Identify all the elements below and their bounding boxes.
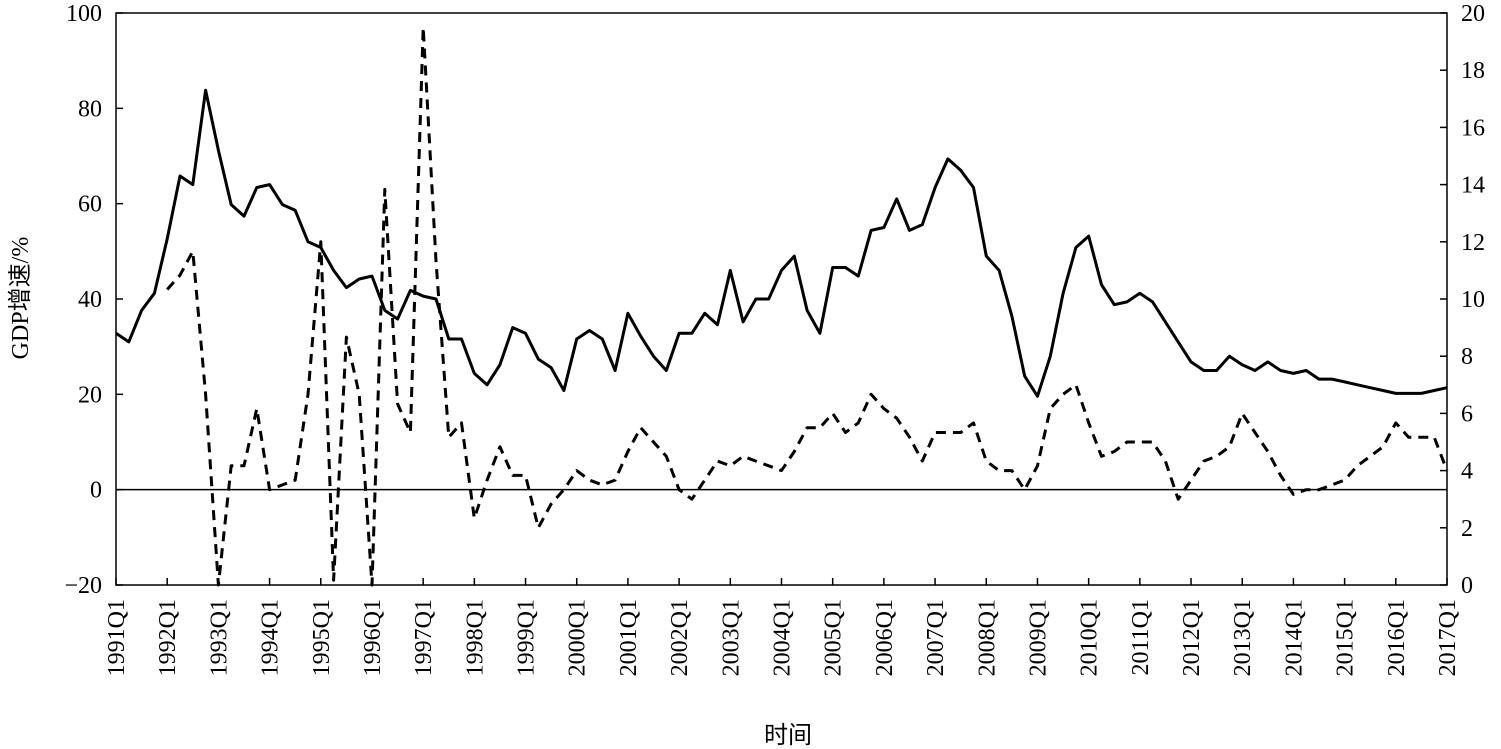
- right-tick-label: 16: [1461, 115, 1485, 141]
- x-tick-label: 2003Q1: [718, 599, 744, 676]
- left-tick-label: 80: [78, 96, 102, 122]
- plot-area: [115, 12, 1449, 587]
- right-tick-label: 4: [1461, 459, 1473, 485]
- right-tick-label: 18: [1461, 58, 1485, 84]
- series-dashed-line: [166, 25, 1449, 587]
- x-axis: 1991Q1 1992Q1 1993Q1 1994Q1 1995Q1 1996Q1 1997…: [104, 578, 1461, 676]
- y-axis-title: GDP增速/%: [7, 237, 34, 360]
- left-tick-label: 40: [78, 287, 102, 313]
- x-tick-label: 2017Q1: [1435, 599, 1461, 676]
- x-tick-label: 2006Q1: [872, 599, 898, 676]
- left-tick-label: 0: [90, 478, 102, 504]
- x-tick-label: 1999Q1: [514, 599, 540, 676]
- x-tick-label: 1995Q1: [309, 599, 335, 676]
- right-tick-label: 2: [1461, 516, 1473, 542]
- left-tick-label: 60: [78, 192, 102, 218]
- x-tick-label: 2007Q1: [923, 599, 949, 676]
- right-tick-label: 12: [1461, 230, 1485, 256]
- x-tick-label: 1994Q1: [258, 599, 284, 676]
- x-tick-label: 2008Q1: [974, 599, 1000, 676]
- x-tick-label: 2000Q1: [565, 599, 591, 676]
- right-tick-label: 0: [1461, 573, 1473, 599]
- x-tick-label: 1998Q1: [462, 599, 488, 676]
- plot-frame: [115, 12, 1448, 586]
- x-tick-label: 1996Q1: [360, 599, 386, 676]
- x-tick-label: 1992Q1: [155, 599, 181, 676]
- series-solid-line: [115, 88, 1448, 398]
- x-tick-label: 2013Q1: [1230, 599, 1256, 676]
- right-y-axis: 0 2 4 6 8 10 12 14 16 18 20: [1440, 1, 1485, 599]
- x-tick-label: 2009Q1: [1025, 599, 1051, 676]
- x-tick-label: 1993Q1: [206, 599, 232, 676]
- x-tick-label: 2005Q1: [821, 599, 847, 676]
- x-tick-label: 2014Q1: [1281, 599, 1307, 676]
- x-tick-label: 2015Q1: [1333, 599, 1359, 676]
- right-tick-label: 10: [1461, 287, 1485, 313]
- x-tick-label: 2001Q1: [616, 599, 642, 676]
- x-tick-label: 2004Q1: [770, 599, 796, 676]
- x-tick-label: 2012Q1: [1179, 599, 1205, 676]
- left-tick-label: 20: [78, 382, 102, 408]
- right-tick-label: 6: [1461, 401, 1473, 427]
- left-tick-label: −20: [64, 573, 102, 599]
- right-tick-label: 20: [1461, 1, 1485, 27]
- x-tick-label: 1991Q1: [104, 599, 130, 676]
- x-tick-label: 2016Q1: [1384, 599, 1410, 676]
- x-axis-title: 时间: [764, 722, 812, 749]
- left-tick-label: 100: [66, 1, 102, 27]
- right-tick-label: 8: [1461, 344, 1473, 370]
- right-tick-label: 14: [1461, 173, 1485, 199]
- x-tick-label: 2011Q1: [1128, 599, 1154, 675]
- x-tick-label: 2010Q1: [1077, 599, 1103, 676]
- left-y-axis: −20 0 20 40 60 80 100: [64, 1, 123, 599]
- x-tick-label: 2002Q1: [667, 599, 693, 676]
- x-tick-label: 1997Q1: [411, 599, 437, 676]
